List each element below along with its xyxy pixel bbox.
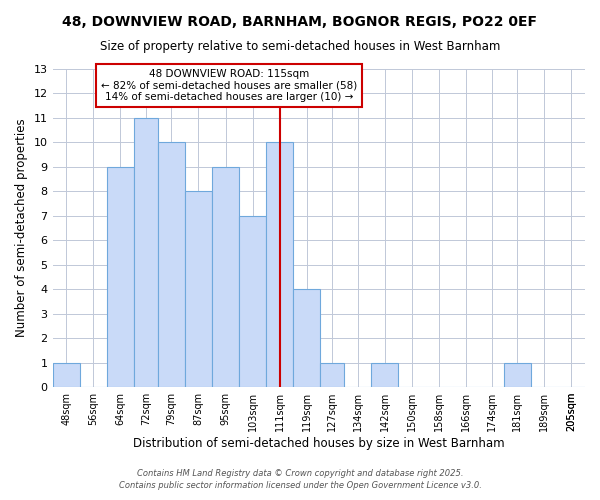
Y-axis label: Number of semi-detached properties: Number of semi-detached properties [15,119,28,338]
Bar [134,118,158,387]
Bar [239,216,266,387]
Text: Size of property relative to semi-detached houses in West Barnham: Size of property relative to semi-detach… [100,40,500,53]
X-axis label: Distribution of semi-detached houses by size in West Barnham: Distribution of semi-detached houses by … [133,437,505,450]
Text: 48, DOWNVIEW ROAD, BARNHAM, BOGNOR REGIS, PO22 0EF: 48, DOWNVIEW ROAD, BARNHAM, BOGNOR REGIS… [62,15,538,29]
Bar [53,362,80,387]
Bar [266,142,293,387]
Bar [107,167,134,387]
Bar [212,167,239,387]
Text: Contains HM Land Registry data © Crown copyright and database right 2025.
Contai: Contains HM Land Registry data © Crown c… [119,468,481,490]
Bar [371,362,398,387]
Bar [293,290,320,387]
Bar [320,362,344,387]
Bar [503,362,531,387]
Bar [158,142,185,387]
Bar [185,192,212,387]
Text: 48 DOWNVIEW ROAD: 115sqm
← 82% of semi-detached houses are smaller (58)
14% of s: 48 DOWNVIEW ROAD: 115sqm ← 82% of semi-d… [101,69,357,102]
